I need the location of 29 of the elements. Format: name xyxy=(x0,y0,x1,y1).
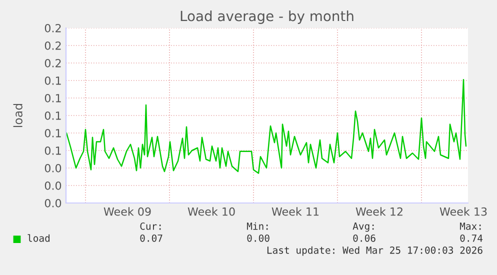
y-tick-label: 0.0 xyxy=(44,198,62,208)
y-tick-label: 0.2 xyxy=(44,24,61,32)
y-tick-label: 0.2 xyxy=(44,58,61,68)
y-tick-label: 0.1 xyxy=(44,76,61,85)
text: Cur: xyxy=(140,222,161,230)
text: Last update: Wed Mar 25 17:00:03 2026 xyxy=(267,246,482,256)
x-tick-label: Week 09 xyxy=(104,207,151,216)
y-tick-label: 0.1 xyxy=(44,111,61,120)
line-series xyxy=(66,79,467,174)
y-axis-title: load xyxy=(13,104,22,128)
text: Min: xyxy=(246,222,268,230)
x-tick-label: Week 10 xyxy=(188,207,235,216)
text: 0.74 xyxy=(460,234,483,242)
x-tick-label: Week 12 xyxy=(356,207,402,216)
y-tick-label: 0.2 xyxy=(44,41,61,50)
y-tick-label: 0.0 xyxy=(44,164,62,172)
y-tick-label: 0.1 xyxy=(44,146,61,155)
x-tick-label: Week 13 xyxy=(440,207,487,216)
y-tick-label: 0.0 xyxy=(44,181,62,190)
y-tick-label: 0.1 xyxy=(44,128,61,138)
text: Avg: xyxy=(352,222,374,232)
text: 0.00 xyxy=(247,234,270,242)
legend-label: load xyxy=(28,234,50,242)
text: 0.07 xyxy=(140,234,162,242)
y-tick-label: 0.1 xyxy=(44,94,61,102)
text: Max: xyxy=(460,222,481,230)
x-tick-label: Week 11 xyxy=(272,207,319,216)
chart-title: Load average - by month xyxy=(180,10,354,24)
text: 0.06 xyxy=(353,234,376,242)
